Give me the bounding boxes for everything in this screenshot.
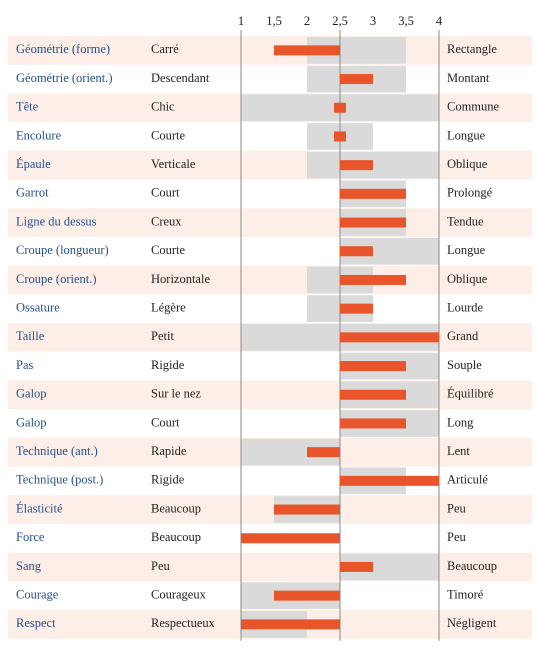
category-label: Géométrie (forme) <box>16 42 110 56</box>
left-label: Chic <box>151 100 175 114</box>
right-label: Tendue <box>447 214 484 228</box>
bar <box>241 533 340 544</box>
category-label: Épaule <box>16 157 51 171</box>
category-label: Technique (post.) <box>16 473 103 487</box>
x-tick-label: 1 <box>238 14 244 28</box>
bar <box>340 274 406 285</box>
category-label: Sang <box>16 559 42 573</box>
x-tick-label: 3,5 <box>398 14 414 28</box>
bar <box>340 217 406 228</box>
category-label: Galop <box>16 415 47 429</box>
left-label: Creux <box>151 214 182 228</box>
right-label: Montant <box>447 71 490 85</box>
left-label: Rigide <box>151 473 185 487</box>
right-label: Négligent <box>447 616 497 630</box>
bar <box>334 131 346 142</box>
row-band <box>8 36 532 65</box>
x-tick-label: 1,5 <box>266 14 282 28</box>
bar <box>307 447 340 458</box>
category-label: Galop <box>16 387 47 401</box>
left-label: Peu <box>151 559 171 573</box>
left-label: Courageux <box>151 588 207 602</box>
row-band <box>8 495 532 524</box>
category-label: Tête <box>16 100 39 114</box>
left-label: Légère <box>151 301 186 315</box>
category-label: Ossature <box>16 301 60 315</box>
bar <box>340 246 373 257</box>
right-label: Articulé <box>447 473 488 487</box>
left-label: Rigide <box>151 358 185 372</box>
category-label: Ligne du dessus <box>16 214 97 228</box>
right-label: Lent <box>447 444 470 458</box>
left-label: Descendant <box>151 71 210 85</box>
x-tick-label: 3 <box>370 14 376 28</box>
left-label: Courte <box>151 243 185 257</box>
bar <box>340 74 373 85</box>
bar <box>340 303 373 314</box>
left-label: Court <box>151 186 180 200</box>
bar <box>340 160 373 171</box>
category-label: Élasticité <box>16 501 63 515</box>
category-label: Courage <box>16 588 59 602</box>
left-label: Carré <box>151 42 179 56</box>
right-label: Rectangle <box>447 42 497 56</box>
x-tick-label: 4 <box>436 14 443 28</box>
bar <box>340 361 406 372</box>
right-label: Oblique <box>447 272 488 286</box>
left-label: Petit <box>151 329 174 343</box>
right-label: Long <box>447 415 474 429</box>
row-band <box>8 208 532 237</box>
category-label: Taille <box>16 329 45 343</box>
category-label: Respect <box>16 616 56 630</box>
right-label: Peu <box>447 501 467 515</box>
right-label: Grand <box>447 329 479 343</box>
row-band <box>8 150 532 180</box>
bar <box>334 102 346 113</box>
left-label: Sur le nez <box>151 387 201 401</box>
bar <box>340 475 439 486</box>
right-label: Souple <box>447 358 482 372</box>
x-tick-label: 2,5 <box>332 14 348 28</box>
row-band <box>8 380 532 410</box>
right-label: Équilibré <box>447 387 494 401</box>
bar <box>274 590 340 601</box>
category-label: Géométrie (orient.) <box>16 71 112 85</box>
right-label: Oblique <box>447 157 488 171</box>
bar <box>340 332 439 343</box>
right-label: Prolongé <box>447 186 493 200</box>
left-label: Respectueux <box>151 616 216 630</box>
category-label: Pas <box>16 358 34 372</box>
x-tick-label: 2 <box>304 14 310 28</box>
bar <box>340 561 373 572</box>
right-label: Beaucoup <box>447 559 497 573</box>
bar <box>274 504 340 515</box>
row-band <box>8 552 532 582</box>
left-label: Beaucoup <box>151 501 201 515</box>
category-label: Croupe (orient.) <box>16 272 97 286</box>
left-label: Court <box>151 415 180 429</box>
row-band <box>8 265 532 295</box>
right-label: Timoré <box>447 588 484 602</box>
left-label: Horizontale <box>151 272 210 286</box>
category-label: Encolure <box>16 128 62 142</box>
bar <box>274 45 340 56</box>
category-label: Croupe (longueur) <box>16 243 109 257</box>
category-label: Technique (ant.) <box>16 444 98 458</box>
right-label: Lourde <box>447 301 484 315</box>
right-label: Longue <box>447 243 486 257</box>
left-label: Verticale <box>151 157 196 171</box>
bar <box>241 619 340 630</box>
left-label: Courte <box>151 128 185 142</box>
bar <box>340 389 406 400</box>
category-label: Force <box>16 530 45 544</box>
left-label: Rapide <box>151 444 187 458</box>
bar <box>340 188 406 199</box>
right-label: Commune <box>447 100 500 114</box>
right-label: Longue <box>447 128 486 142</box>
left-label: Beaucoup <box>151 530 201 544</box>
right-label: Peu <box>447 530 467 544</box>
category-label: Garrot <box>16 186 49 200</box>
bar <box>340 418 406 429</box>
